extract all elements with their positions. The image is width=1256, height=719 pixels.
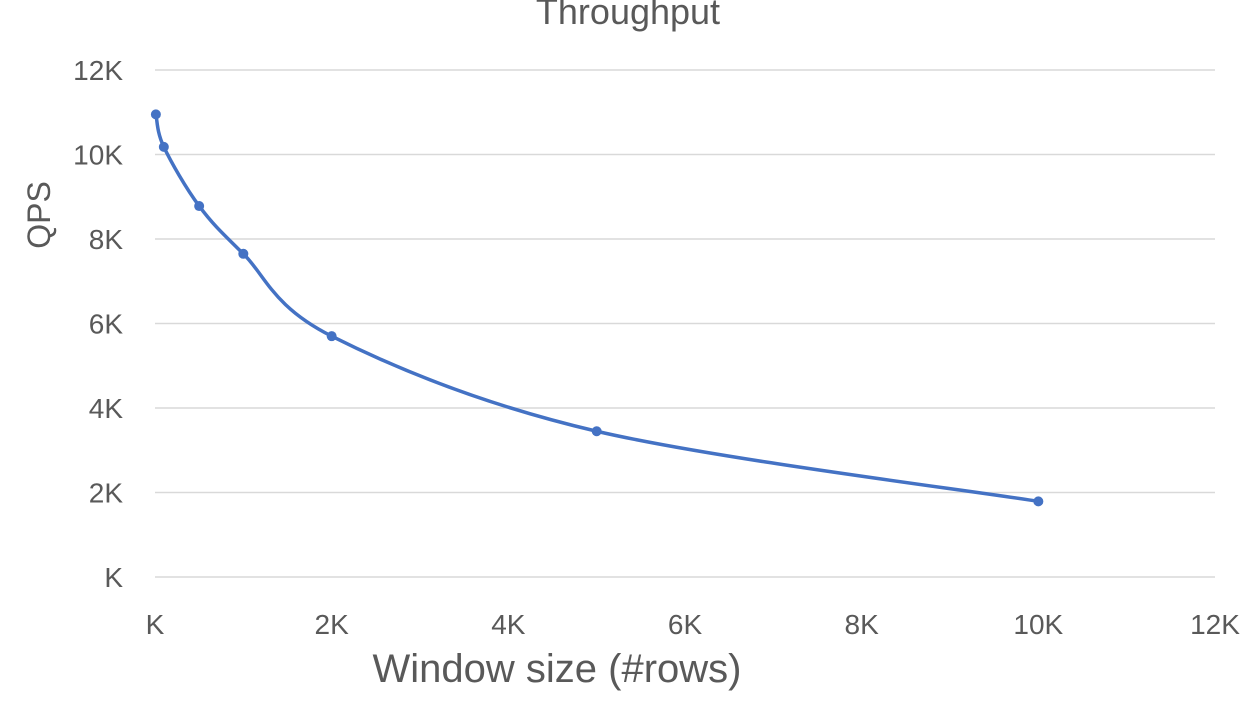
- x-axis-ticks: K 2K 4K 6K 8K 10K 12K: [146, 609, 1241, 640]
- y-tick-label-1: 2K: [89, 478, 124, 509]
- y-tick-label-4: 8K: [89, 224, 124, 255]
- y-axis-title: QPS: [21, 181, 57, 249]
- data-point-0-5: [591, 426, 602, 437]
- y-axis-ticks: K 2K 4K 6K 8K 10K 12K: [73, 55, 123, 593]
- data-point-0-4: [326, 331, 337, 342]
- data-point-0-1: [158, 141, 169, 152]
- y-tick-label-5: 10K: [73, 140, 123, 171]
- data-point-0-3: [238, 248, 249, 259]
- data-point-0-6: [1033, 496, 1044, 507]
- x-tick-label-4: 8K: [845, 609, 880, 640]
- y-tick-label-2: 4K: [89, 393, 124, 424]
- y-tick-label-3: 6K: [89, 309, 124, 340]
- gridlines: [155, 69, 1215, 578]
- series-line-0: [154, 112, 1041, 504]
- y-tick-label-0: K: [104, 562, 123, 593]
- x-tick-label-6: 12K: [1190, 609, 1240, 640]
- x-tick-label-1: 2K: [315, 609, 350, 640]
- data-point-0-0: [150, 109, 161, 120]
- x-tick-label-2: 4K: [491, 609, 526, 640]
- y-tick-label-6: 12K: [73, 55, 123, 86]
- x-tick-label-5: 10K: [1013, 609, 1063, 640]
- x-tick-label-3: 6K: [668, 609, 703, 640]
- chart-title: Throughput: [536, 0, 720, 32]
- data-point-0-2: [194, 201, 205, 212]
- series-layer: [150, 109, 1044, 507]
- x-axis-title: Window size (#rows): [373, 647, 742, 691]
- x-tick-label-0: K: [146, 609, 165, 640]
